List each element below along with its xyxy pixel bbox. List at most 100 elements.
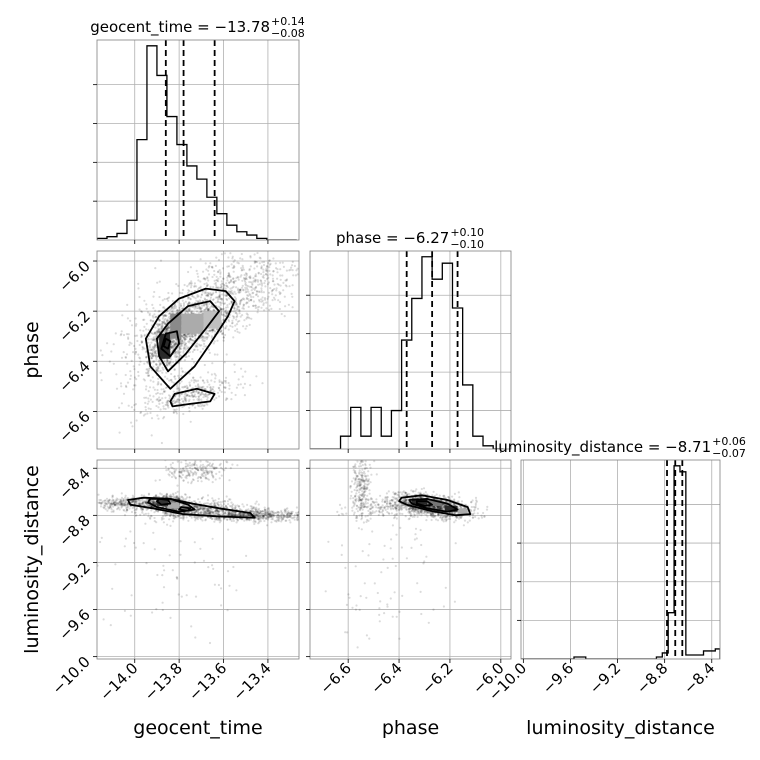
sample-point [266,515,269,519]
sample-point [184,355,187,358]
sample-point [202,340,205,343]
sample-point [143,325,146,328]
sample-point [244,291,247,294]
sample-point [154,350,157,353]
sample-point [235,302,238,305]
sample-point [224,512,227,515]
sample-point [147,338,150,341]
sample-point [235,386,238,389]
sample-point [242,288,245,291]
sample-point [196,345,199,348]
sample-point [104,504,107,507]
sample-point [311,510,313,512]
sample-point [244,288,247,291]
sample-point [163,298,166,301]
sample-point [202,509,205,512]
sample-point [140,310,144,313]
sample-point [189,395,192,398]
sample-point [124,496,127,499]
sample-point [254,510,257,513]
sample-point [259,510,262,513]
sample-point [221,332,224,335]
sample-point [146,504,149,508]
sample-point [276,518,279,521]
sample-point [282,289,285,292]
sample-point [194,305,197,308]
sample-point [273,519,276,522]
sample-point [232,507,235,510]
panel-border [96,250,300,450]
sample-point [206,510,209,513]
sample-point [243,278,246,281]
sample-point [110,510,113,513]
sample-point [162,368,165,371]
sample-point [157,495,161,498]
sample-point [154,502,157,505]
sample-point [159,369,162,372]
sample-point [209,296,212,299]
sample-point [255,515,258,518]
sample-point [255,514,258,517]
sample-point [295,517,299,520]
sample-point [122,498,125,501]
sample-point [145,502,148,505]
sample-point [255,500,258,503]
sample-point [191,404,194,407]
sample-point [237,276,240,279]
sample-point [271,289,274,292]
sample-point [228,274,231,277]
sample-point [232,511,235,515]
sample-point [164,396,167,399]
sample-point [229,280,232,283]
sample-point [134,499,137,502]
sample-point [283,508,286,511]
sample-point [210,508,213,511]
sample-point [125,385,128,389]
sample-point [139,411,143,414]
sample-point [196,342,199,345]
sample-point [218,517,221,520]
sample-point [186,347,189,350]
sample-point [209,298,212,301]
sample-point [224,306,228,309]
sample-point [179,344,182,347]
sample-point [221,332,224,335]
sample-point [185,384,188,387]
sample-point [224,333,227,337]
sample-point [215,396,218,400]
sample-point [192,376,195,379]
sample-point [236,504,239,507]
sample-point [200,310,204,313]
sample-point [152,338,155,341]
sample-point [270,513,273,516]
sample-point [199,296,203,299]
sample-point [188,383,191,386]
sample-point [157,324,160,327]
sample-point [175,400,178,403]
sample-point [112,510,115,513]
sample-point [233,306,236,309]
sample-point [240,514,243,517]
sample-point [153,500,156,503]
sample-point [190,311,193,314]
sample-point [208,330,211,333]
title-median: −6.27 [403,229,449,247]
sample-point [149,411,152,415]
sample-point [246,514,249,517]
sample-point [197,509,200,512]
sample-point [256,511,259,514]
sample-point [207,334,210,337]
sample-point [229,290,232,293]
sample-point [291,269,294,272]
sample-point [158,319,161,322]
sample-point [228,281,231,284]
sample-point [209,503,212,506]
sample-point [181,370,184,373]
sample-point [166,328,169,332]
sample-point [248,323,251,326]
sample-point [166,359,169,362]
sample-point [168,518,171,521]
sample-point [263,514,266,517]
sample-point [119,504,123,507]
